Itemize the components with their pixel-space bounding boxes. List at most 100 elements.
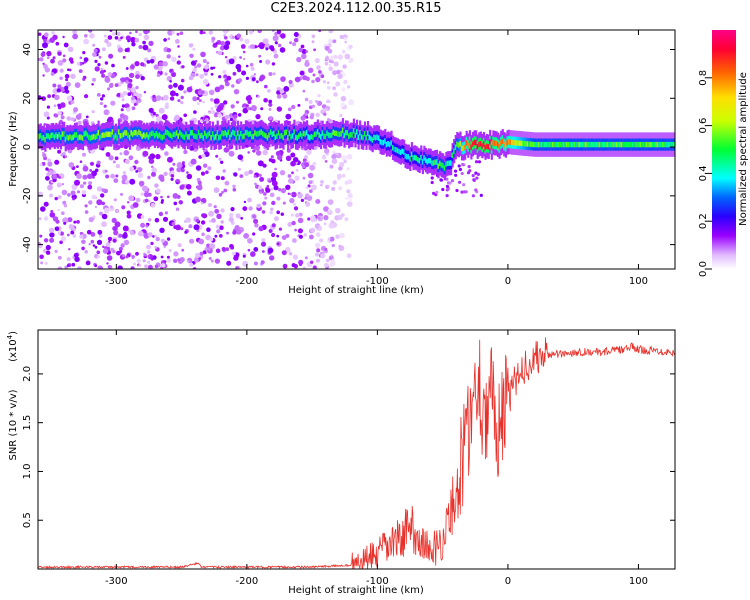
noise-dot xyxy=(183,113,187,118)
noise-dot xyxy=(66,95,73,102)
noise-dot xyxy=(232,71,237,76)
noise-dot xyxy=(126,210,131,215)
noise-dot xyxy=(176,167,182,173)
noise-dot xyxy=(267,247,274,254)
ridge-core xyxy=(205,133,208,139)
noise-dot xyxy=(247,100,252,104)
ridge-core xyxy=(432,160,435,166)
noise-dot xyxy=(311,79,315,84)
noise-dot xyxy=(327,199,334,206)
noise-dot xyxy=(439,178,443,182)
noise-dot xyxy=(143,91,147,94)
noise-dot xyxy=(305,116,309,119)
noise-dot xyxy=(291,191,297,198)
ridge-core xyxy=(517,140,520,146)
noise-dot xyxy=(297,217,304,224)
ridge-core xyxy=(74,132,77,138)
ridge-core xyxy=(412,155,415,161)
noise-dot xyxy=(271,232,276,238)
noise-dot xyxy=(344,40,348,44)
ridge-core xyxy=(445,161,448,167)
noise-dot xyxy=(196,184,203,191)
noise-dot xyxy=(180,168,185,173)
noise-dot xyxy=(207,166,212,171)
noise-dot xyxy=(86,229,92,235)
noise-dot xyxy=(219,225,224,230)
ridge-core xyxy=(64,136,67,142)
noise-dot xyxy=(102,248,109,254)
noise-dot xyxy=(256,80,259,84)
noise-dot xyxy=(57,60,64,66)
noise-dot xyxy=(221,246,226,252)
noise-dot xyxy=(325,258,330,263)
noise-dot xyxy=(269,192,275,198)
ridge-core xyxy=(600,141,603,148)
ridge-core xyxy=(536,141,539,148)
noise-dot xyxy=(200,90,205,94)
noise-dot xyxy=(188,43,194,48)
noise-dot xyxy=(244,171,249,177)
noise-dot xyxy=(339,113,343,118)
noise-dot xyxy=(325,100,329,103)
ridge-core xyxy=(291,133,294,139)
ridge-core xyxy=(554,141,558,148)
noise-dot xyxy=(91,83,94,86)
noise-dot xyxy=(460,171,464,176)
noise-dot xyxy=(140,222,146,228)
noise-dot xyxy=(103,104,107,108)
ridge-core xyxy=(66,134,69,140)
noise-dot xyxy=(70,230,75,235)
ridge-core xyxy=(512,139,515,146)
noise-dot xyxy=(216,229,221,234)
ridge-core xyxy=(379,139,382,145)
noise-dot xyxy=(88,30,93,33)
ridge-core xyxy=(78,134,81,140)
noise-dot xyxy=(337,73,343,80)
noise-dot xyxy=(315,232,321,238)
noise-dot xyxy=(61,189,68,196)
noise-dot xyxy=(49,193,54,198)
noise-dot xyxy=(120,243,125,248)
noise-dot xyxy=(262,250,265,253)
noise-dot xyxy=(122,55,126,59)
ridge-core xyxy=(387,141,390,147)
noise-dot xyxy=(254,144,261,151)
ridge-core xyxy=(467,142,470,149)
noise-dot xyxy=(266,184,270,188)
noise-dot xyxy=(102,47,106,52)
ridge-core xyxy=(105,131,108,137)
ridge-core xyxy=(213,135,216,141)
noise-dot xyxy=(455,188,459,193)
noise-dot xyxy=(164,72,168,76)
noise-dot xyxy=(310,260,314,264)
ridge-core xyxy=(345,129,348,136)
noise-dot xyxy=(240,216,244,220)
noise-dot xyxy=(329,260,336,267)
noise-dot xyxy=(180,101,184,105)
ridge-core xyxy=(119,133,122,139)
ridge-core xyxy=(583,141,586,148)
noise-dot xyxy=(136,167,143,173)
y-tick-label: 20 xyxy=(22,92,33,105)
ridge-core xyxy=(590,141,594,148)
noise-dot xyxy=(173,201,178,206)
ridge-core xyxy=(44,137,47,143)
ridge-core xyxy=(135,129,138,136)
noise-dot xyxy=(242,50,246,54)
ridge-core xyxy=(443,165,446,171)
ridge-core xyxy=(124,130,127,136)
noise-dot xyxy=(295,213,300,218)
noise-dot xyxy=(96,160,101,165)
noise-dot xyxy=(248,30,254,35)
noise-dot xyxy=(295,168,299,172)
noise-dot xyxy=(79,234,84,239)
ridge-core xyxy=(368,134,371,141)
noise-dot xyxy=(249,44,255,49)
noise-dot xyxy=(45,244,51,251)
ridge-core xyxy=(100,133,103,139)
noise-dot xyxy=(307,172,314,179)
ridge-core xyxy=(157,133,160,139)
colorbar-tick-label: 0.8 xyxy=(698,70,709,86)
ridge-core xyxy=(401,148,404,154)
spectrogram-frame xyxy=(37,29,676,270)
